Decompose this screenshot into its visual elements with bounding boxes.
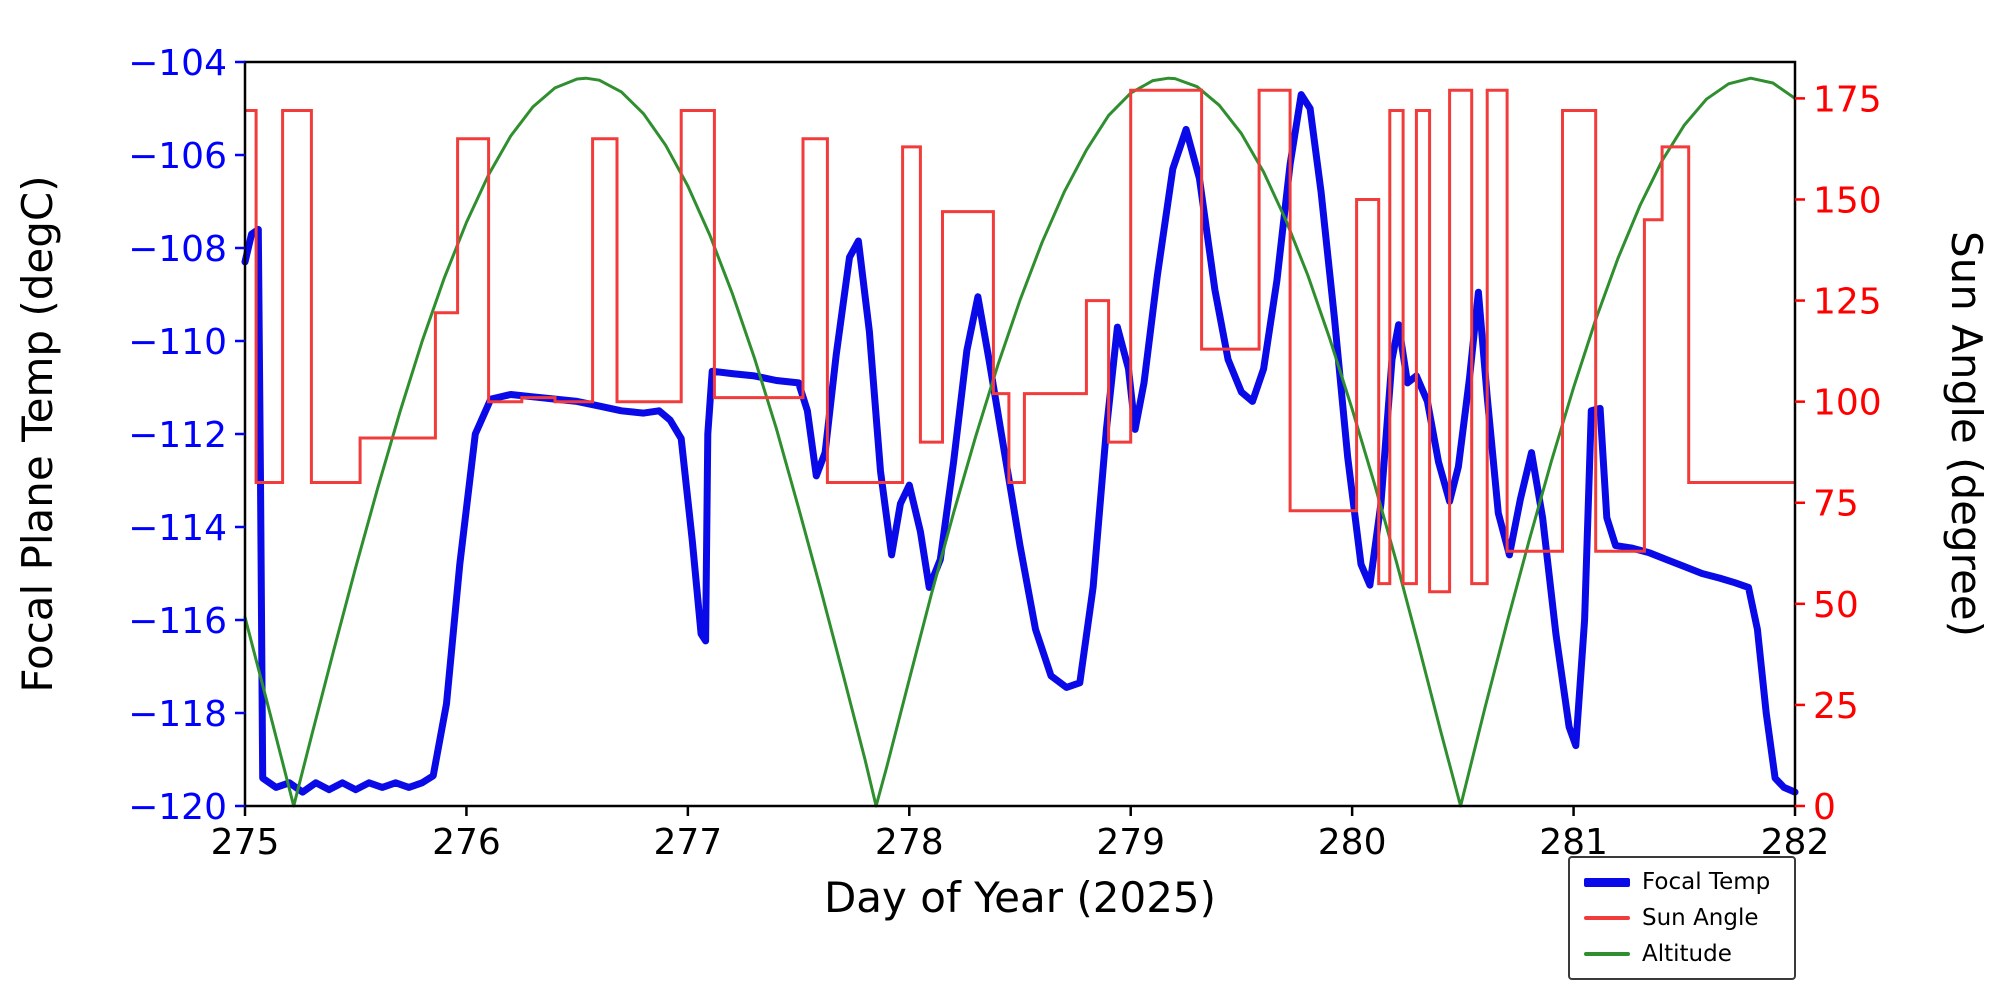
y-right-tick-label: 0: [1813, 787, 1836, 828]
y-left-tick-label: −112: [128, 415, 227, 456]
x-tick-label: 280: [1318, 822, 1387, 863]
y-left-tick-label: −114: [128, 508, 227, 549]
legend-item-altitude: Altitude: [1574, 936, 1790, 972]
y-right-tick-label: 25: [1813, 686, 1859, 727]
left-axis-label: Focal Plane Temp (degC): [13, 175, 62, 692]
legend-line-altitude: [1584, 952, 1630, 956]
y-left-tick-label: −104: [128, 43, 227, 84]
series-line-sun-angle: [245, 88, 1795, 594]
right-axis-label: Sun Angle (degree): [1942, 231, 1991, 637]
legend-line-focal-temp: [1584, 877, 1630, 887]
legend-item-focal-temp: Focal Temp: [1574, 864, 1790, 900]
y-left-tick-label: −116: [128, 601, 227, 642]
series-line-altitude: [243, 76, 1797, 808]
series-line-focal-temp: [241, 91, 1799, 796]
y-right-tick-label: 125: [1813, 282, 1882, 323]
x-tick-label: 277: [653, 822, 722, 863]
x-axis-label: Day of Year (2025): [824, 873, 1216, 922]
legend-item-sun-angle: Sun Angle: [1574, 900, 1790, 936]
x-tick-label: 275: [211, 822, 280, 863]
y-right-tick-label: 100: [1813, 383, 1882, 424]
legend-line-sun-angle: [1584, 916, 1630, 920]
x-tick-label: 278: [875, 822, 944, 863]
x-tick-label: 279: [1096, 822, 1165, 863]
legend-label-focal-temp: Focal Temp: [1642, 869, 1771, 895]
legend: Focal Temp Sun Angle Altitude: [1568, 856, 1796, 980]
y-left-tick-label: −108: [128, 229, 227, 270]
y-right-tick-label: 75: [1813, 484, 1859, 525]
legend-label-altitude: Altitude: [1642, 941, 1732, 967]
y-right-tick-label: 175: [1813, 79, 1882, 120]
y-right-tick-label: 150: [1813, 180, 1882, 221]
x-tick-label: 276: [432, 822, 501, 863]
y-left-tick-label: −120: [128, 787, 227, 828]
legend-label-sun-angle: Sun Angle: [1642, 905, 1759, 931]
y-left-tick-label: −110: [128, 322, 227, 363]
y-right-tick-label: 50: [1813, 585, 1859, 626]
y-left-tick-label: −106: [128, 136, 227, 177]
y-left-tick-label: −118: [128, 694, 227, 735]
